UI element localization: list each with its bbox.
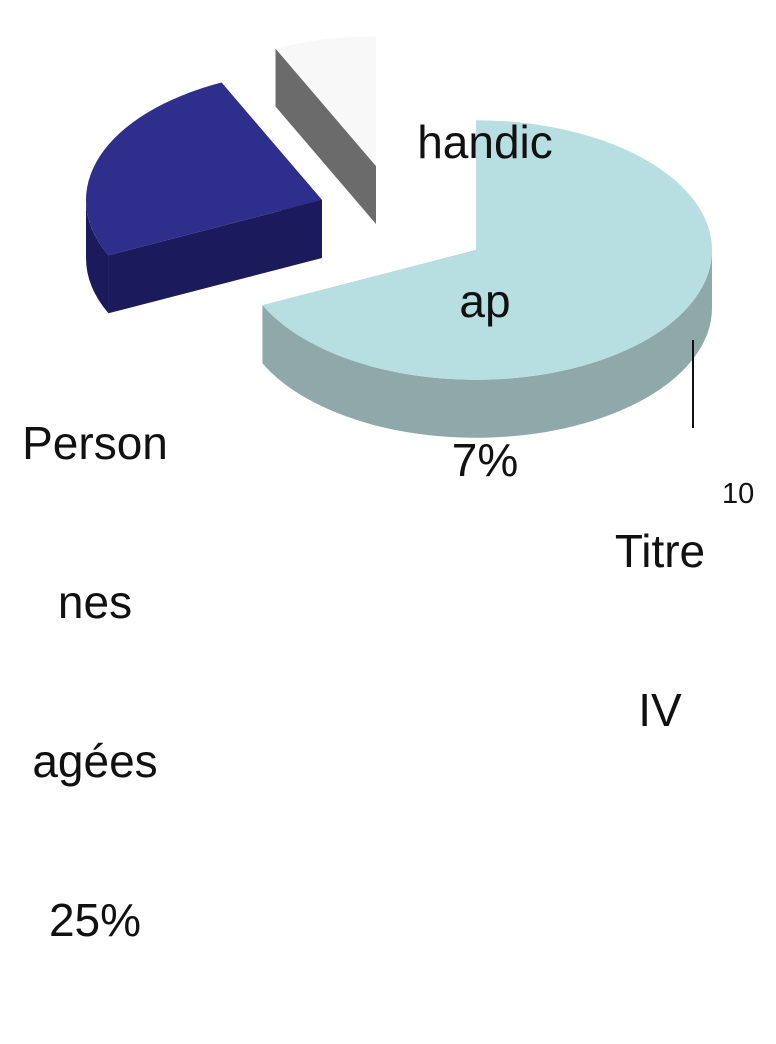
slice-label-titre-iv: Titre IV — [600, 419, 720, 843]
pie-svg — [85, 36, 712, 438]
slice-label-personnes-agees: Person nes agées 25% — [0, 311, 190, 1044]
slice-label-line: ap — [459, 275, 511, 327]
slice-label-handicap: handic ap 7% — [405, 10, 565, 593]
pie-slice-group — [85, 82, 322, 314]
pie-slice-face — [108, 200, 322, 314]
slice-label-line: IV — [638, 684, 682, 736]
pie-slice-1 — [85, 82, 322, 256]
pie-slice-wall — [262, 250, 712, 438]
pie-chart: handic ap 7% Person nes agées 25% Titre … — [22, 36, 712, 946]
pie-slice-face — [275, 48, 376, 224]
pie-slice-2 — [275, 36, 376, 167]
slice-label-line: nes — [57, 576, 133, 628]
pie-slice-wall — [86, 200, 109, 314]
pie-slice-group — [275, 36, 376, 224]
slice-label-line: Titre — [614, 525, 706, 577]
page-number: 10 — [722, 478, 755, 510]
slice-percent: 7% — [451, 434, 519, 486]
slice-label-line: agées — [32, 735, 158, 787]
slice-percent: 25% — [48, 894, 142, 946]
slice-label-line: handic — [417, 116, 553, 168]
pie-slice-group — [262, 120, 712, 438]
slice-label-line: Person — [22, 417, 168, 469]
pie-slice-0 — [262, 120, 712, 380]
